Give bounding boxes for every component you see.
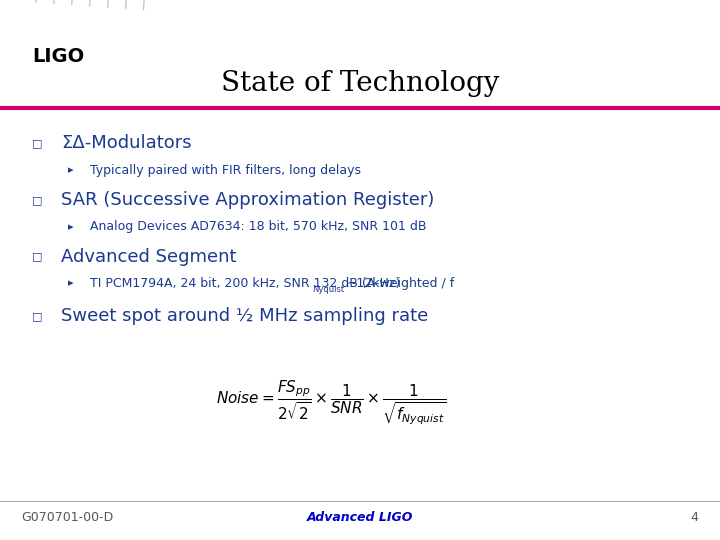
Text: Nyquist: Nyquist bbox=[312, 286, 344, 294]
Text: Analog Devices AD7634: 18 bit, 570 kHz, SNR 101 dB: Analog Devices AD7634: 18 bit, 570 kHz, … bbox=[90, 220, 426, 233]
Text: □: □ bbox=[32, 311, 43, 321]
Text: State of Technology: State of Technology bbox=[221, 70, 499, 97]
Text: LIGO: LIGO bbox=[32, 47, 85, 66]
Text: SAR (Successive Approximation Register): SAR (Successive Approximation Register) bbox=[61, 191, 435, 209]
Text: 4: 4 bbox=[690, 511, 698, 524]
Text: ▸: ▸ bbox=[68, 165, 74, 175]
Text: □: □ bbox=[32, 252, 43, 261]
Text: ▸: ▸ bbox=[68, 222, 74, 232]
Text: ▸: ▸ bbox=[68, 279, 74, 288]
Text: □: □ bbox=[32, 195, 43, 205]
Text: Advanced Segment: Advanced Segment bbox=[61, 247, 237, 266]
Text: Typically paired with FIR filters, long delays: Typically paired with FIR filters, long … bbox=[90, 164, 361, 177]
Text: Advanced LIGO: Advanced LIGO bbox=[307, 511, 413, 524]
Text: ΣΔ-Modulators: ΣΔ-Modulators bbox=[61, 134, 192, 152]
Text: □: □ bbox=[32, 138, 43, 148]
Text: ~12kHz): ~12kHz) bbox=[347, 277, 401, 290]
Text: Sweet spot around ½ MHz sampling rate: Sweet spot around ½ MHz sampling rate bbox=[61, 307, 428, 325]
Text: G070701-00-D: G070701-00-D bbox=[22, 511, 114, 524]
Text: TI PCM1794A, 24 bit, 200 kHz, SNR 132 dB (A-weighted / f: TI PCM1794A, 24 bit, 200 kHz, SNR 132 dB… bbox=[90, 277, 454, 290]
Text: $\mathit{Noise} = \dfrac{FS_{pp}}{2\sqrt{2}} \times \dfrac{1}{SNR} \times \dfrac: $\mathit{Noise} = \dfrac{FS_{pp}}{2\sqrt… bbox=[216, 379, 446, 426]
